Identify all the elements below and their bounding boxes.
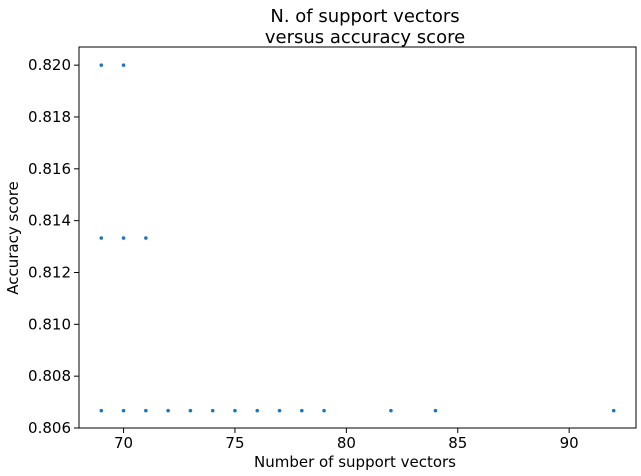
data-point xyxy=(99,63,104,67)
data-point xyxy=(144,408,148,413)
y-tick-label: 0.810 xyxy=(28,315,71,333)
data-point xyxy=(233,408,237,413)
data-point xyxy=(255,408,260,413)
data-point xyxy=(433,408,438,413)
plot-frame xyxy=(78,46,637,429)
x-tick-label: 90 xyxy=(560,434,579,452)
x-tick-label: 75 xyxy=(225,434,244,452)
data-point xyxy=(121,63,126,67)
data-point xyxy=(121,408,126,413)
x-axis-ticks: 70 75 80 85 90 xyxy=(114,428,579,452)
data-point xyxy=(144,236,148,240)
chart-title-line-1: N. of support vectors xyxy=(270,6,459,27)
y-tick-label: 0.820 xyxy=(28,56,71,74)
data-point xyxy=(277,408,282,413)
data-point xyxy=(99,236,104,240)
y-tick-label: 0.806 xyxy=(28,419,71,437)
data-point xyxy=(210,408,215,413)
y-axis-label: Accuracy score xyxy=(4,181,22,295)
y-tick-label: 0.816 xyxy=(28,160,71,178)
data-point xyxy=(121,236,126,240)
y-axis-ticks: 0.806 0.808 0.810 0.812 0.814 0.816 0.818 0.820 xyxy=(28,56,79,437)
data-point xyxy=(166,408,170,413)
data-point xyxy=(322,408,326,413)
y-tick-label: 0.808 xyxy=(28,367,71,385)
data-point xyxy=(611,408,616,413)
data-point xyxy=(389,408,393,413)
y-tick-label: 0.818 xyxy=(28,108,71,126)
data-points xyxy=(99,63,616,413)
chart-title-line-2: versus accuracy score xyxy=(265,27,465,48)
data-point xyxy=(300,408,304,413)
x-tick-label: 70 xyxy=(114,434,133,452)
data-point xyxy=(99,408,104,413)
x-tick-label: 85 xyxy=(448,434,467,452)
data-point xyxy=(188,408,193,413)
y-tick-label: 0.812 xyxy=(28,263,71,281)
x-tick-label: 80 xyxy=(337,434,356,452)
x-axis-label: Number of support vectors xyxy=(254,453,456,471)
y-tick-label: 0.814 xyxy=(28,212,71,230)
